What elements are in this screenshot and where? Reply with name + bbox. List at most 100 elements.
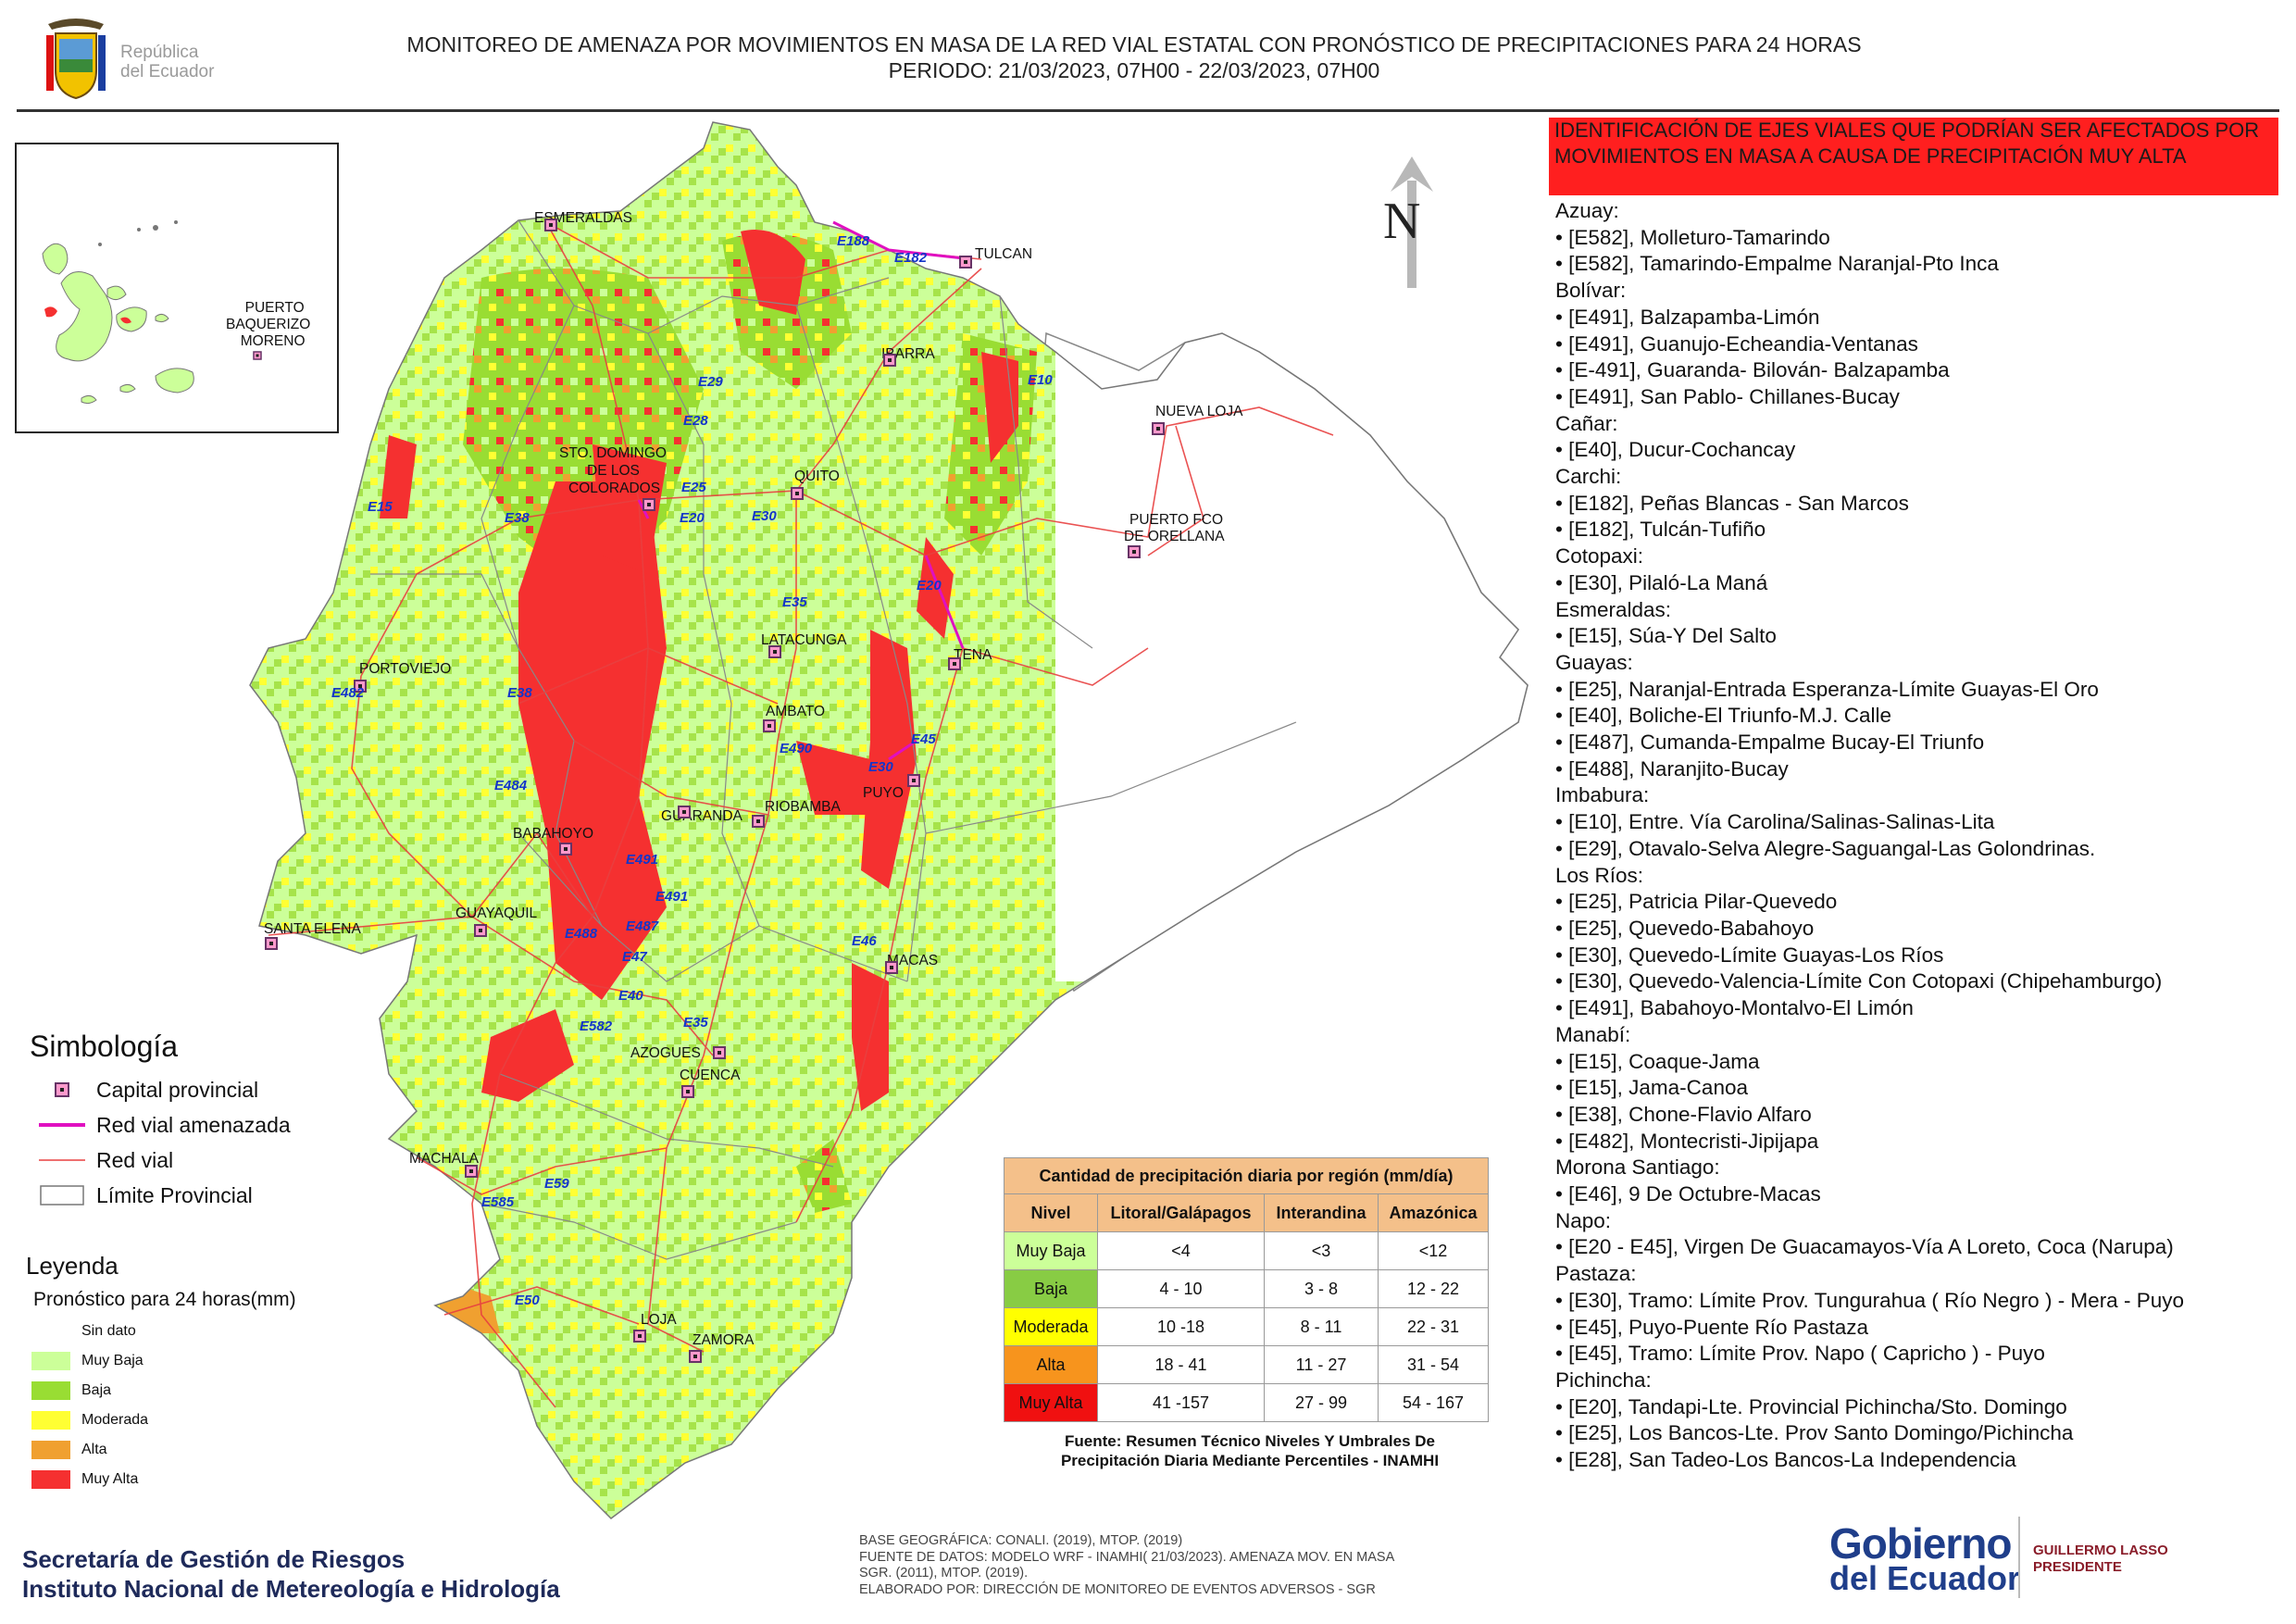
institutions: Secretaría de Gestión de Riesgos Institu… [22, 1544, 560, 1604]
city-label: NUEVA LOJA [1155, 404, 1243, 419]
road-item: • [E30], Quevedo-Límite Guayas-Los Ríos [1555, 943, 1944, 967]
road-item: • [E45], Tramo: Límite Prov. Napo ( Capr… [1555, 1342, 2045, 1366]
president-name: GUILLERMO LASSO [2033, 1543, 2168, 1558]
road-label: E47 [622, 949, 647, 965]
road-label: E45 [911, 731, 936, 747]
precip-level: Muy Baja [1004, 1231, 1098, 1270]
province-heading: Manabí: [1555, 1022, 1631, 1046]
affected-roads-list: Azuay: • [E582], Molleturo-Tamarindo • [E5… [1555, 198, 2287, 1474]
city-label: QUITO [794, 468, 840, 484]
city-label: MACAS [887, 953, 939, 968]
road-item: • [E15], Jama-Canoa [1555, 1076, 1748, 1100]
north-arrow: N [1379, 153, 1444, 292]
capital-marker-icon [633, 1330, 646, 1343]
province-heading: Cotopaxi: [1555, 544, 1644, 568]
leyenda-subtitle: Pronóstico para 24 horas(mm) [33, 1289, 296, 1310]
capital-marker-icon [948, 657, 961, 670]
city-label: RIOBAMBA [765, 799, 841, 815]
city-label: AZOGUES [630, 1045, 701, 1061]
simb-road: Red vial [37, 1146, 173, 1174]
city-label: CUENCA [680, 1068, 741, 1083]
road-label: E28 [683, 413, 708, 429]
road-item: • [E488], Naranjito-Bucay [1555, 756, 1789, 781]
city-label: ZAMORA [693, 1332, 755, 1348]
precip-cell: 31 - 54 [1378, 1345, 1489, 1384]
road-item: • [E20], Tandapi-Lte. Provincial Pichinc… [1555, 1394, 2067, 1418]
precip-cell: <12 [1378, 1231, 1489, 1270]
province-heading: Bolívar: [1555, 279, 1627, 303]
road-label: E182 [894, 250, 928, 266]
road-label: E35 [782, 594, 807, 610]
precip-caption: Cantidad de precipitación diaria por reg… [1004, 1157, 1489, 1194]
province-heading: Pastaza: [1555, 1262, 1637, 1286]
road-item: • [E38], Chone-Flavio Alfaro [1555, 1102, 1812, 1126]
precipitation-table: Cantidad de precipitación diaria por reg… [1004, 1157, 1489, 1422]
road-item: • [E29], Otavalo-Selva Alegre-Saguangal-… [1555, 836, 2096, 860]
road-label: E30 [868, 759, 893, 775]
city-label: DE LOS [587, 463, 640, 479]
road-label: E59 [544, 1176, 569, 1192]
inset-city-line1: PUERTO [244, 300, 305, 316]
precip-cell: 11 - 27 [1264, 1345, 1379, 1384]
panel-heading: IDENTIFICACIÓN DE EJES VIALES QUE PODRÍA… [1549, 118, 2278, 195]
capital-marker-icon [713, 1046, 726, 1059]
capital-marker-icon [559, 843, 572, 856]
road-label: E487 [626, 918, 659, 934]
precip-row: Moderada 10 -18 8 - 11 22 - 31 [1004, 1307, 1489, 1346]
precip-table: Cantidad de precipitación diaria por reg… [1004, 1157, 1489, 1422]
capital-marker-icon [55, 1082, 69, 1097]
road-item: • [E491], Guanujo-Echeandia-Ventanas [1555, 331, 1918, 356]
leyenda-swatch [31, 1470, 70, 1489]
road-item: • [E28], San Tadeo-Los Bancos-La Indepen… [1555, 1448, 2016, 1472]
road-item: • [E15], Coaque-Jama [1555, 1049, 1760, 1073]
leyenda-title: Leyenda [26, 1252, 119, 1280]
precip-header-amazonica: Amazónica [1378, 1193, 1489, 1232]
precip-cell: <3 [1264, 1231, 1379, 1270]
road-item: • [E46], 9 De Octubre-Macas [1555, 1182, 1821, 1206]
title-period: PERIODO: 21/03/2023, 07H00 - 22/03/2023,… [888, 58, 1380, 82]
province-heading: Guayas: [1555, 650, 1633, 674]
precip-cell: 22 - 31 [1378, 1307, 1489, 1346]
road-label: E484 [494, 778, 528, 793]
road-item: • [E491], San Pablo- Chillanes-Bucay [1555, 384, 1900, 408]
road-item: • [E25], Naranjal-Entrada Esperanza-Lími… [1555, 677, 2099, 701]
precip-cell: 54 - 167 [1378, 1383, 1489, 1422]
province-heading: Morona Santiago: [1555, 1156, 1720, 1180]
leyenda-swatch [31, 1352, 70, 1370]
src-line2: FUENTE DE DATOS: MODELO WRF - INAMHI( 21… [859, 1549, 1395, 1565]
precip-cell: 4 - 10 [1097, 1269, 1265, 1308]
header-divider [17, 109, 2279, 112]
road-item: • [E25], Patricia Pilar-Quevedo [1555, 890, 1838, 914]
precip-cell: 18 - 41 [1097, 1345, 1265, 1384]
road-label: E35 [683, 1015, 708, 1031]
capital-marker-icon [1128, 545, 1141, 558]
leyenda-item: Baja [31, 1380, 111, 1402]
province-heading: Pichincha: [1555, 1368, 1652, 1392]
road-label: E30 [752, 508, 777, 524]
leyenda-item: Muy Baja [31, 1350, 144, 1372]
road-item: • [E15], Súa-Y Del Salto [1555, 624, 1777, 648]
capital-marker-icon [354, 680, 367, 693]
src-line4: ELABORADO POR: DIRECCIÓN DE MONITOREO DE… [859, 1581, 1376, 1597]
precip-source-line1: Fuente: Resumen Técnico Niveles Y Umbral… [1065, 1432, 1435, 1450]
precip-level: Alta [1004, 1345, 1098, 1384]
city-label: BABAHOYO [513, 826, 593, 842]
leyenda-swatch [31, 1441, 70, 1459]
capital-marker-icon [678, 806, 691, 818]
src-line1: BASE GEOGRÁFICA: CONALI. (2019), MTOP. (… [859, 1533, 1183, 1548]
capital-marker-icon [959, 256, 972, 269]
title-line1: MONITOREO DE AMENAZA POR MOVIMIENTOS EN … [406, 32, 1862, 56]
inset-city-label: PUERTO BAQUERIZO MORENO [226, 300, 310, 350]
city-label: LATACUNGA [761, 632, 847, 648]
republica-logo: República del Ecuador [33, 11, 246, 104]
logo-line2: del Ecuador [120, 62, 215, 81]
capital-marker-icon [763, 719, 776, 732]
province-heading: Imbabura: [1555, 783, 1650, 807]
simb-boundary-label: Límite Provincial [96, 1182, 253, 1207]
capital-marker-icon [883, 354, 896, 367]
map-sources: BASE GEOGRÁFICA: CONALI. (2019), MTOP. (… [859, 1533, 1507, 1598]
leyenda-swatch [31, 1381, 70, 1400]
precip-cell: 41 -157 [1097, 1383, 1265, 1422]
road-label: E29 [698, 374, 723, 390]
road-item: • [E10], Entre. Vía Carolina/Salinas-Sal… [1555, 810, 1995, 834]
